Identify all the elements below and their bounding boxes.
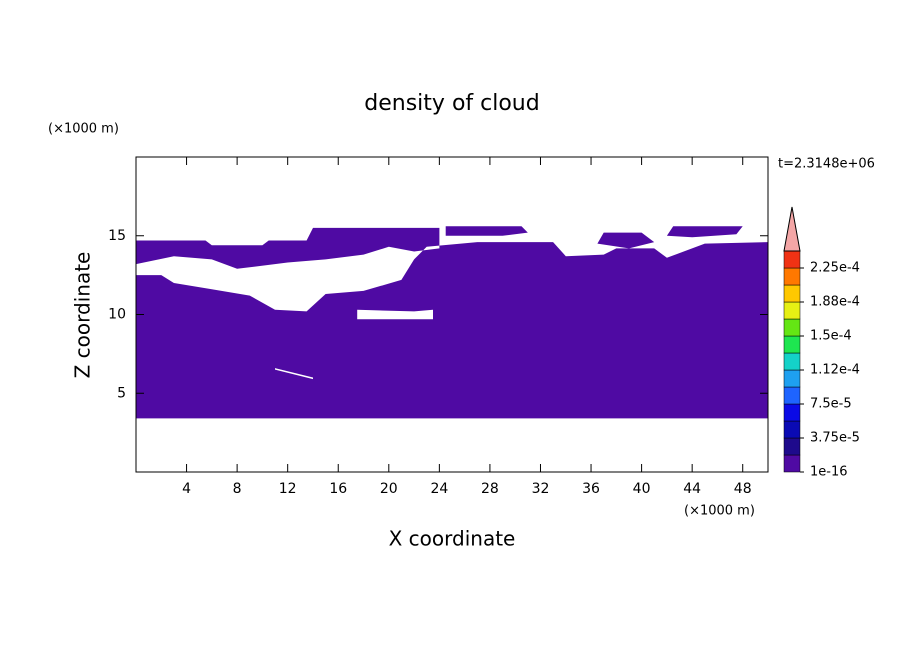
x-tick-label: 44 bbox=[683, 481, 701, 497]
chart-title: density of cloud bbox=[364, 91, 539, 116]
x-tick-label: 40 bbox=[633, 481, 651, 497]
annotation: t=2.3148e+06 bbox=[778, 157, 875, 172]
x-tick-label: 28 bbox=[481, 481, 499, 497]
colorbar-box bbox=[783, 335, 801, 354]
colorbar-box bbox=[783, 267, 801, 286]
colorbar-label: 1.5e-4 bbox=[810, 329, 852, 344]
colorbar-label: 1.88e-4 bbox=[810, 295, 860, 310]
x-tick-label: 8 bbox=[233, 481, 242, 497]
x-tick-label: 20 bbox=[380, 481, 398, 497]
colorbar-box bbox=[783, 420, 801, 439]
x-tick-label: 4 bbox=[182, 481, 191, 497]
colorbar-label: 3.75e-5 bbox=[810, 431, 860, 446]
x-tick-label: 24 bbox=[430, 481, 448, 497]
x-tick-label: 12 bbox=[279, 481, 297, 497]
colorbar-label: 2.25e-4 bbox=[810, 261, 860, 276]
colorbar-box bbox=[783, 301, 801, 320]
colorbar-box bbox=[783, 454, 801, 473]
y-axis-label: Z coordinate bbox=[71, 252, 95, 379]
x-axis-label: X coordinate bbox=[389, 527, 516, 551]
x-tick-label: 36 bbox=[582, 481, 600, 497]
cloud-region bbox=[136, 226, 768, 419]
y-unit: (×1000 m) bbox=[48, 122, 119, 137]
colorbar-box bbox=[783, 369, 801, 388]
x-tick-label: 48 bbox=[734, 481, 752, 497]
colorbar-box bbox=[783, 437, 801, 456]
colorbar-label: 1e-16 bbox=[810, 465, 848, 480]
y-tick-label: 10 bbox=[108, 307, 126, 323]
colorbar-label: 1.12e-4 bbox=[810, 363, 860, 378]
colorbar-box bbox=[783, 352, 801, 371]
colorbar-box bbox=[783, 318, 801, 337]
colorbar-box bbox=[783, 386, 801, 405]
x-tick-label: 16 bbox=[329, 481, 347, 497]
colorbar-box bbox=[783, 250, 801, 269]
colorbar-box bbox=[783, 284, 801, 303]
colorbar-extend bbox=[783, 206, 801, 252]
y-tick-label: 15 bbox=[108, 228, 126, 244]
colorbar-label: 7.5e-5 bbox=[810, 397, 852, 412]
y-tick-label: 5 bbox=[117, 385, 126, 401]
x-tick-label: 32 bbox=[532, 481, 550, 497]
x-unit: (×1000 m) bbox=[684, 504, 755, 519]
colorbar-box bbox=[783, 403, 801, 422]
